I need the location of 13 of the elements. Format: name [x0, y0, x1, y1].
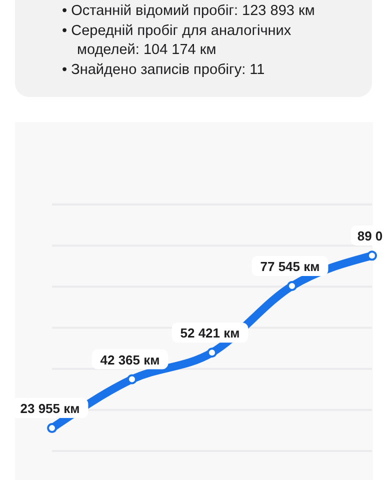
data-label: 42 365 км: [100, 352, 160, 368]
text: • Середній пробіг для аналогічних моделей: 104 174 км: [62, 22, 292, 60]
text: • Останній відомий пробіг: 123 893 км: [62, 2, 316, 21]
point: [207, 348, 217, 358]
point: [127, 374, 137, 384]
annotation: 89 0: [357, 228, 383, 244]
point: [367, 250, 377, 261]
point: [47, 423, 57, 434]
data-label: 52 421 км: [180, 326, 240, 341]
data-label: 77 545 км: [260, 259, 320, 274]
data-label: 23 955 км: [20, 401, 80, 416]
point: [287, 281, 297, 292]
text: • Знайдено записів пробігу: 11: [62, 60, 266, 80]
